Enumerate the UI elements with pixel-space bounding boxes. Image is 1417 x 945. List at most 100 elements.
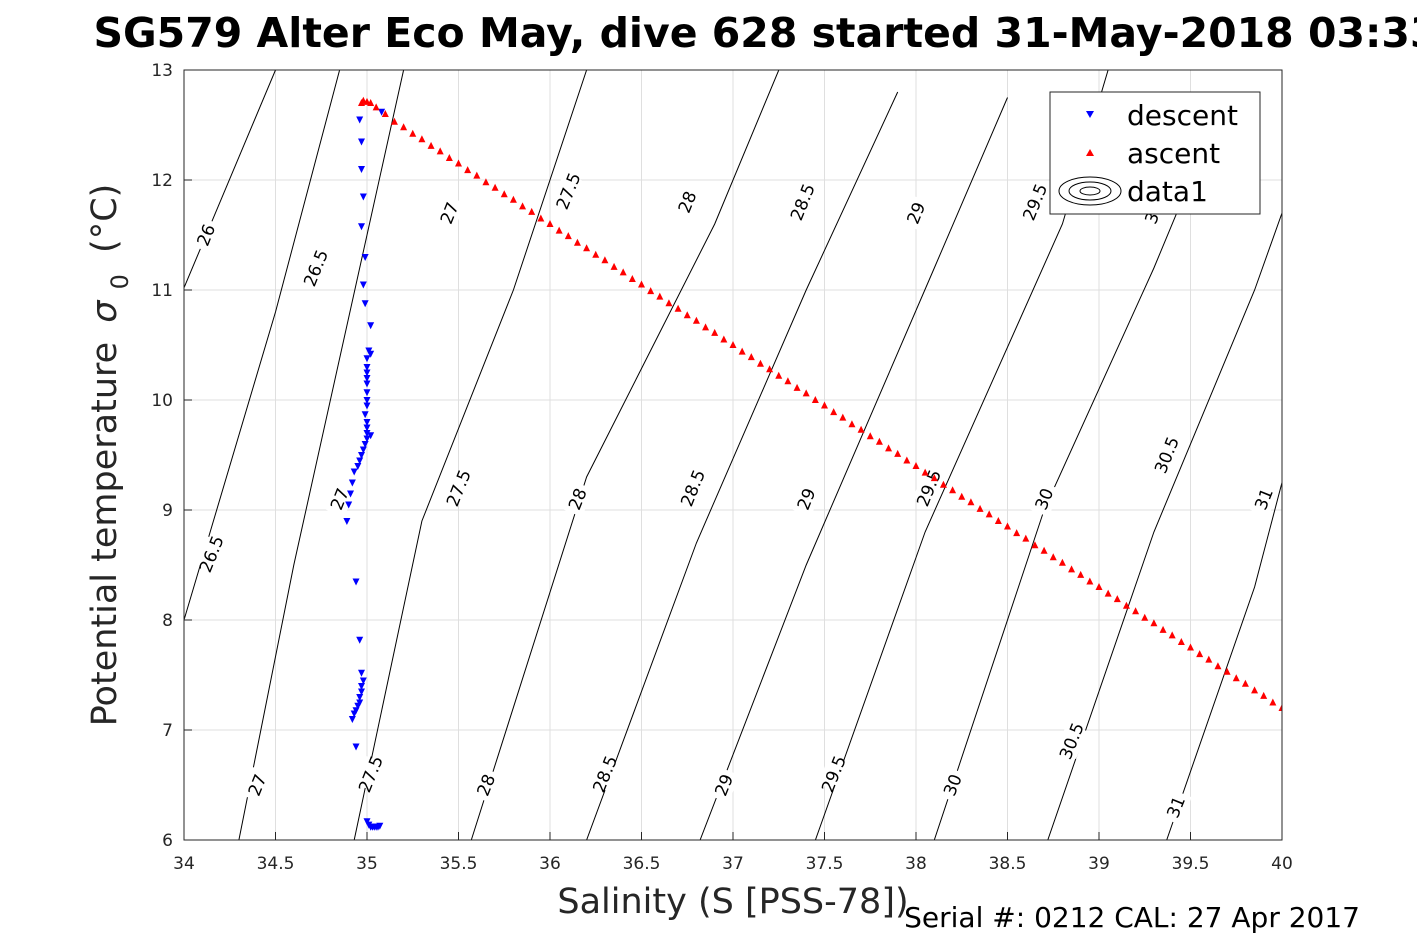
ascent-point: [1068, 565, 1076, 573]
ascent-point: [1141, 613, 1149, 621]
contour-label-bg: [299, 249, 332, 287]
ascent-point: [665, 299, 673, 307]
ascent-point: [683, 311, 691, 319]
x-tick-label: 40: [1271, 854, 1293, 874]
ascent-point: [500, 190, 508, 198]
contour-label-bg: [1055, 722, 1088, 760]
chart-title: SG579 Alter Eco May, dive 628 started 31…: [94, 9, 1417, 57]
descent-point: [358, 138, 366, 146]
y-axis-label-text: Potential temperature: [85, 342, 125, 726]
ascent-point: [747, 353, 755, 361]
contour-label-bg: [1028, 480, 1060, 518]
ascent-point: [445, 154, 453, 161]
ascent-point: [811, 396, 819, 403]
ascent-point: [976, 504, 984, 512]
ascent-point: [1049, 553, 1057, 561]
descent-point: [378, 108, 386, 116]
ascent-point: [1132, 607, 1140, 615]
ascent-point: [473, 171, 481, 179]
x-tick-label: 35.5: [440, 854, 478, 874]
ascent-point: [610, 262, 618, 270]
descent-point: [363, 375, 371, 382]
contour-line: [238, 70, 405, 840]
contour-label-bg: [241, 766, 274, 804]
ascent-point: [1113, 595, 1121, 603]
ascent-point: [564, 232, 572, 240]
y-axis-label: Potential temperature σ 0 (°C): [85, 184, 137, 727]
contour-label-bg: [708, 766, 740, 804]
ascent-point: [939, 480, 947, 488]
x-axis-label: Salinity (S [PSS-78]): [557, 882, 908, 922]
y-tick-label: 6: [162, 831, 173, 851]
ascent-point: [729, 341, 737, 348]
legend-ascent-label: ascent: [1127, 137, 1220, 170]
ascent-point: [1022, 534, 1030, 542]
ascent-point: [409, 129, 417, 137]
x-tick-label: 38: [905, 854, 927, 874]
ascent-point: [367, 99, 375, 106]
legend: descent ascent data1: [1049, 91, 1261, 215]
descent-point: [356, 694, 364, 701]
descent-point: [350, 710, 358, 718]
ascent-point: [1077, 570, 1085, 578]
x-tick-label: 39.5: [1172, 854, 1210, 874]
ascent-point: [894, 449, 902, 457]
contour-lines: [184, 70, 1282, 840]
contour-label-bg: [561, 480, 594, 518]
ascent-point: [711, 328, 719, 336]
descent-point: [361, 441, 369, 448]
ascent-point: [958, 492, 966, 500]
ascent-point: [1122, 601, 1130, 609]
ascent-point: [830, 408, 838, 416]
descent-point: [347, 490, 355, 498]
descent-point: [350, 468, 358, 476]
ascent-point: [537, 214, 545, 222]
ascent-point: [967, 498, 975, 506]
ascent-point: [839, 413, 847, 421]
descent-point: [361, 254, 369, 261]
y-axis-ticks: 6 7 8 9 10 11 12 13: [151, 61, 192, 851]
ascent-point: [912, 462, 920, 469]
y-tick-label: 12: [151, 171, 173, 191]
descent-point: [358, 166, 366, 173]
ascent-point: [1058, 558, 1066, 566]
ascent-point: [1150, 619, 1158, 627]
y-axis-label-unit: (°C): [85, 184, 125, 253]
x-tick-label: 34.5: [257, 854, 295, 874]
x-tick-label: 38.5: [989, 854, 1027, 874]
ascent-point: [857, 425, 865, 433]
descent-point: [361, 300, 369, 308]
legend-data1-label: data1: [1127, 175, 1208, 208]
x-tick-label: 35: [356, 854, 378, 874]
ascent-point: [628, 275, 636, 282]
descent-point: [343, 518, 351, 525]
contour-label-bg: [790, 480, 823, 518]
ascent-point: [1086, 577, 1094, 585]
x-tick-label: 34: [173, 854, 195, 874]
ascent-point: [1004, 522, 1011, 530]
ascent-point: [1251, 686, 1259, 694]
ascent-point: [775, 371, 783, 379]
ascent-point: [1031, 541, 1039, 549]
ascent-point: [1269, 698, 1277, 706]
ascent-point: [1214, 662, 1222, 670]
descent-point: [363, 380, 371, 388]
legend-descent-marker: [1086, 111, 1094, 118]
contour-label-bg: [190, 216, 222, 254]
descent-point: [352, 578, 360, 586]
x-tick-label: 36: [539, 854, 561, 874]
contour-label-bg: [470, 766, 502, 804]
ascent-point: [455, 159, 462, 167]
ascent-point: [702, 323, 710, 331]
ascent-point: [418, 135, 426, 143]
ascent-point: [821, 401, 828, 409]
ascent-point: [885, 444, 893, 452]
contour-label-bg: [671, 183, 704, 221]
descent-point: [356, 457, 364, 465]
descent-point: [359, 193, 367, 201]
descent-point: [361, 411, 369, 419]
contour-line: [699, 97, 1008, 840]
series-ascent: [358, 96, 1282, 711]
x-tick-label: 36.5: [623, 854, 661, 874]
contour-icon: [1058, 176, 1122, 206]
